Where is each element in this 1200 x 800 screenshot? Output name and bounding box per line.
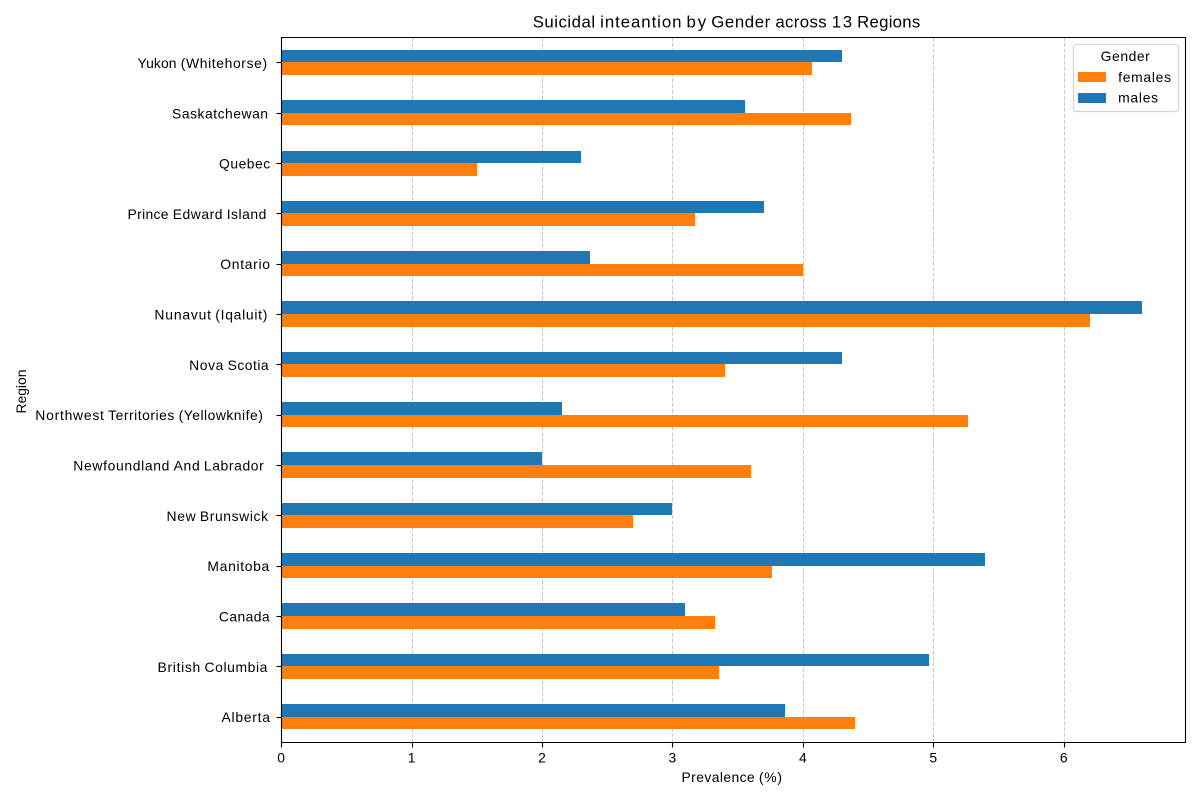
svg-text:5: 5 <box>929 749 937 765</box>
svg-text:Nova: Nova <box>189 357 223 373</box>
svg-text:across: across <box>775 13 826 32</box>
svg-text:Yukon: Yukon <box>138 55 177 71</box>
svg-text:Alberta: Alberta <box>222 709 271 725</box>
svg-text:(Iqaluit): (Iqaluit) <box>215 307 267 323</box>
svg-text:4: 4 <box>799 749 807 765</box>
svg-text:inteantion: inteantion <box>600 13 681 32</box>
svg-text:Gender: Gender <box>1101 48 1150 64</box>
svg-text:Ontario: Ontario <box>220 256 270 272</box>
svg-text:females: females <box>1118 69 1171 85</box>
svg-text:(Whitehorse): (Whitehorse) <box>181 55 267 71</box>
svg-text:Canada: Canada <box>219 608 270 624</box>
svg-text:Labrador: Labrador <box>204 458 264 474</box>
svg-text:Territories: Territories <box>108 407 174 423</box>
svg-text:2: 2 <box>538 749 546 765</box>
svg-text:Northwest: Northwest <box>35 407 104 423</box>
svg-text:(Yellowknife): (Yellowknife) <box>179 407 263 423</box>
svg-text:6: 6 <box>1060 749 1068 765</box>
svg-text:British: British <box>158 659 201 675</box>
svg-text:Manitoba: Manitoba <box>207 558 269 574</box>
svg-text:And: And <box>174 458 200 474</box>
svg-text:New: New <box>167 508 197 524</box>
svg-text:Gender: Gender <box>711 13 770 32</box>
svg-text:Quebec: Quebec <box>219 156 270 172</box>
svg-text:1: 1 <box>408 749 416 765</box>
svg-text:Island: Island <box>227 206 267 222</box>
svg-text:Regions: Regions <box>857 13 920 32</box>
svg-text:Brunswick: Brunswick <box>200 508 268 524</box>
svg-text:Newfoundland: Newfoundland <box>73 458 169 474</box>
svg-text:Region: Region <box>13 370 29 414</box>
svg-text:Saskatchewan: Saskatchewan <box>172 105 268 121</box>
svg-text:Suicidal: Suicidal <box>533 13 595 32</box>
svg-text:Scotia: Scotia <box>228 357 269 373</box>
svg-text:Prevalence: Prevalence <box>682 769 755 785</box>
svg-text:Edward: Edward <box>173 206 223 222</box>
svg-text:0: 0 <box>277 749 285 765</box>
svg-text:(%): (%) <box>759 769 782 785</box>
svg-text:Nunavut: Nunavut <box>154 307 211 323</box>
svg-text:3: 3 <box>669 749 677 765</box>
svg-text:13: 13 <box>832 13 852 32</box>
svg-text:males: males <box>1118 90 1158 106</box>
svg-text:Columbia: Columbia <box>204 659 267 675</box>
svg-text:Prince: Prince <box>128 206 169 222</box>
